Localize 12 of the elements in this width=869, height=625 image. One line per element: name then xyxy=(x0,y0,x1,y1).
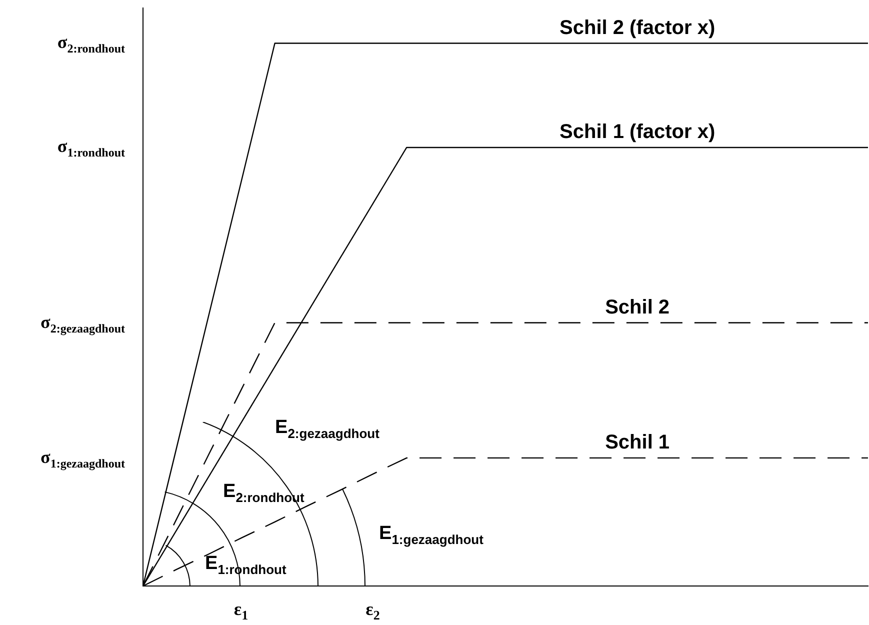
x-tick-label: ε$_{2}$ xyxy=(366,599,380,623)
annotation: E$_{1:gezaagdhout}$ xyxy=(379,523,484,547)
text: σ$_{1:rondhout}$ xyxy=(57,136,125,160)
text: σ$_{2:rondhout}$ xyxy=(57,32,125,56)
series-label: Schil 2 xyxy=(605,296,670,318)
annotation: E$_{2:gezaagdhout}$ xyxy=(275,417,380,441)
text: σ$_{1:gezaagdhout}$ xyxy=(40,446,125,470)
x-tick-label: ε$_{1}$ xyxy=(234,599,248,623)
series-label: Schil 1 xyxy=(605,431,670,454)
series-label: Schil 2 (factor x) xyxy=(560,16,716,39)
series-label: Schil 1 (factor x) xyxy=(560,120,716,143)
text: σ$_{2:gezaagdhout}$ xyxy=(40,312,125,336)
